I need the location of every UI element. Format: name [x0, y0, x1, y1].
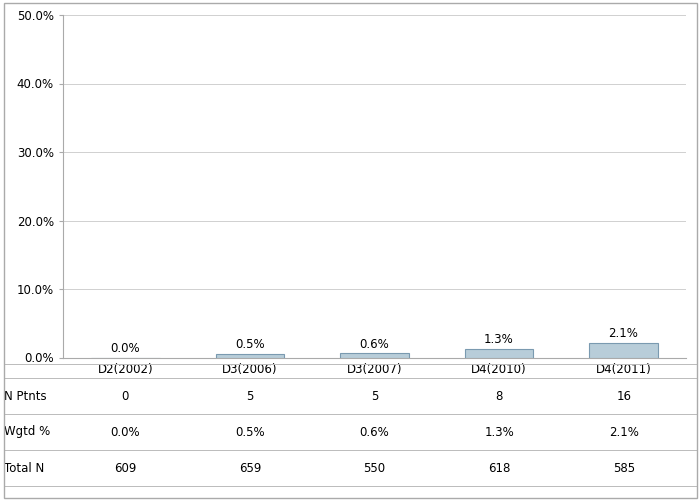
Text: 0.0%: 0.0%: [111, 342, 141, 355]
Text: 1.3%: 1.3%: [484, 333, 514, 346]
Text: 1.3%: 1.3%: [484, 426, 514, 438]
Bar: [340, 354, 409, 358]
Text: 5: 5: [371, 390, 378, 402]
Bar: [589, 343, 658, 357]
Text: 0.5%: 0.5%: [235, 338, 265, 351]
Text: 550: 550: [363, 462, 386, 474]
Text: Wgtd %: Wgtd %: [4, 426, 50, 438]
Text: 2.1%: 2.1%: [609, 426, 638, 438]
Text: Total N: Total N: [4, 462, 43, 474]
Text: 0.5%: 0.5%: [235, 426, 265, 438]
Text: 0.0%: 0.0%: [111, 426, 140, 438]
Text: 0.6%: 0.6%: [360, 338, 389, 350]
Text: N Ptnts: N Ptnts: [4, 390, 46, 402]
Text: 5: 5: [246, 390, 253, 402]
Bar: [216, 354, 284, 358]
Text: 2.1%: 2.1%: [608, 328, 638, 340]
Text: 16: 16: [616, 390, 631, 402]
Text: 0.6%: 0.6%: [360, 426, 389, 438]
Text: 609: 609: [114, 462, 136, 474]
Text: 618: 618: [488, 462, 510, 474]
Text: 0: 0: [122, 390, 129, 402]
Text: 8: 8: [496, 390, 503, 402]
Text: 659: 659: [239, 462, 261, 474]
Bar: [465, 348, 533, 358]
Text: 585: 585: [612, 462, 635, 474]
